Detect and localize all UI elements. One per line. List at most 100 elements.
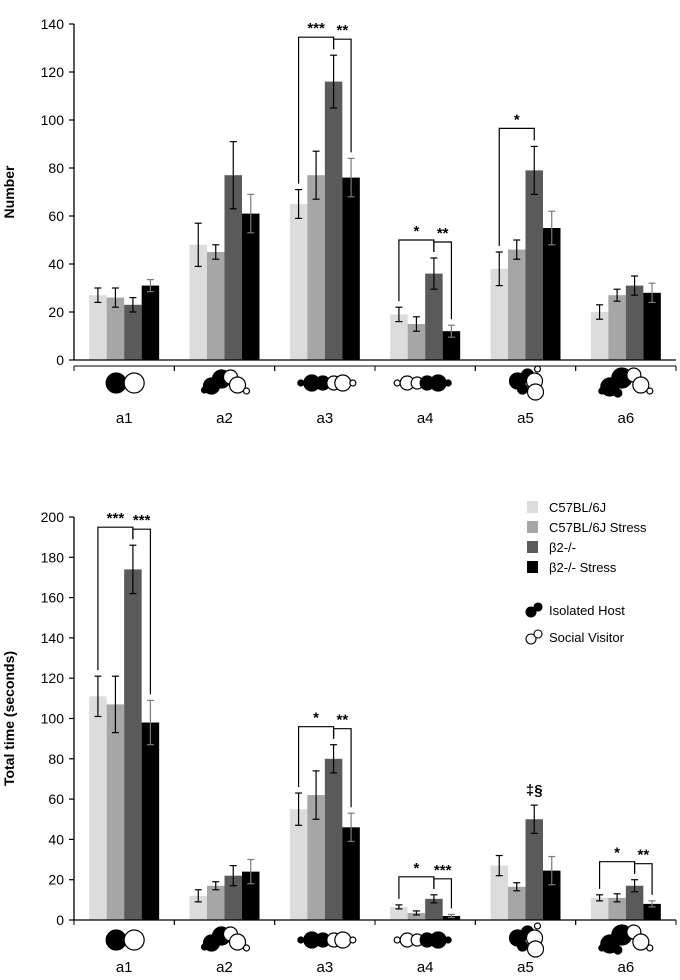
y-tick-label: 180 [41, 549, 65, 565]
bar [643, 903, 661, 920]
bar [543, 228, 561, 360]
bar [289, 204, 308, 360]
interaction-a5-icon [508, 365, 545, 401]
bar [490, 268, 508, 360]
significance-label: * [413, 860, 419, 877]
legend-swatch [527, 521, 538, 533]
category-label: a1 [116, 410, 133, 427]
open-circle-icon [525, 629, 543, 645]
significance-label: ** [336, 712, 348, 729]
category-label: a3 [316, 959, 333, 976]
bar [525, 819, 543, 920]
bar [224, 875, 242, 920]
interaction-a3-icon [297, 374, 357, 392]
bar [89, 295, 107, 360]
bar [141, 285, 160, 360]
bar [508, 886, 526, 920]
interaction-a5-icon [508, 922, 545, 958]
bar [407, 324, 426, 360]
y-tick-label: 100 [41, 711, 65, 727]
bar [407, 912, 426, 920]
bar [442, 331, 461, 360]
significance-label: *** [307, 20, 325, 37]
bar [307, 795, 325, 920]
bar [342, 177, 360, 360]
bar [643, 292, 661, 360]
category-label: a4 [417, 959, 434, 976]
significance-label: *** [133, 512, 151, 529]
y-tick-label: 60 [48, 791, 64, 807]
bar [508, 249, 526, 360]
bar [625, 885, 644, 920]
significance-label: ** [336, 22, 348, 39]
significance-bracket [332, 728, 352, 808]
bar [89, 696, 107, 920]
interaction-a2-icon [200, 369, 251, 395]
y-tick-label: 0 [56, 912, 64, 928]
significance-bracket [433, 878, 453, 909]
significance-bracket [433, 241, 453, 320]
bar [324, 758, 343, 920]
bar [525, 170, 543, 360]
significance-label: ** [637, 847, 649, 864]
y-tick-label: 120 [41, 670, 65, 686]
bar [543, 870, 561, 920]
legend-swatch [527, 501, 538, 513]
interaction-a6-icon [598, 924, 654, 955]
significance-bracket [598, 861, 636, 889]
y-tick-label: 140 [41, 630, 65, 646]
significance-label: * [514, 111, 520, 128]
bar [590, 312, 609, 360]
chart-total-time: 0 20 40 60 80 100 120 140 160 180 200 Total time (s… [1, 509, 677, 976]
bar [608, 295, 626, 360]
filled-circle-icon [525, 602, 543, 618]
bar [425, 898, 443, 920]
y-tick-label: 80 [48, 160, 64, 176]
bar [207, 252, 225, 360]
category-label: a2 [216, 410, 233, 427]
y-tick-label: 80 [48, 751, 64, 767]
significance-label: ** [437, 225, 449, 242]
bar [242, 213, 260, 360]
interaction-a4-icon [393, 374, 452, 392]
y-axis-label: Total time (seconds) [1, 651, 17, 786]
symbol-legend-label: Social Visitor [549, 630, 625, 645]
bar [342, 827, 360, 920]
significance-bracket [498, 127, 535, 246]
bar [490, 865, 508, 920]
legend-label: C57BL/6J [549, 500, 606, 515]
y-tick-label: 120 [41, 64, 65, 80]
bar [141, 722, 160, 920]
bar [608, 897, 626, 920]
y-tick-label: 160 [41, 590, 65, 606]
bar [124, 569, 142, 920]
legend-swatch [527, 541, 538, 553]
y-axis-label: Number [1, 165, 17, 218]
significance-label: *** [107, 510, 125, 527]
interaction-a1-icon [105, 372, 145, 394]
bar [189, 244, 207, 360]
bar [425, 273, 443, 360]
interaction-a6-icon [598, 367, 654, 398]
bar [324, 81, 343, 360]
y-tick-label: 60 [48, 208, 64, 224]
category-label: a5 [517, 410, 534, 427]
bar [207, 885, 225, 920]
y-tick-label: 20 [48, 304, 64, 320]
legend: C57BL/6J C57BL/6J Stress β2-/- β2-/- Stress… [525, 500, 647, 645]
legend-swatch [527, 561, 538, 573]
category-label: a4 [417, 410, 434, 427]
y-tick-label: 0 [56, 352, 64, 368]
interaction-a1-icon [105, 929, 145, 951]
category-label: a1 [116, 959, 133, 976]
bar [124, 304, 142, 360]
y-tick-label: 140 [41, 16, 65, 32]
significance-bracket [132, 528, 152, 695]
y-tick-label: 100 [41, 112, 65, 128]
y-tick-label: 40 [48, 256, 64, 272]
bar [390, 314, 408, 360]
significance-bracket [332, 38, 352, 153]
symbol-legend-label: Isolated Host [549, 603, 625, 618]
